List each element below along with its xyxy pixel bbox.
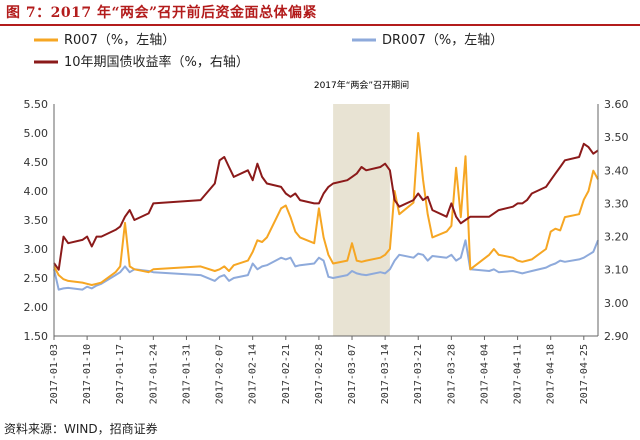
chart: 5.50 5.00 4.50 4.00 3.50 3.00 2.50 2.00 1.50 3.60… (24, 33, 629, 404)
series-line-dr007 (53, 239, 599, 291)
left-tick-label: 1.50 (24, 330, 49, 343)
x-tick-label: 2017-02-14 (248, 344, 259, 404)
figure-title: 图 7：2017 年“两会”召开前后资金面总体偏紧 (6, 5, 318, 21)
left-tick-label: 4.00 (24, 185, 49, 198)
x-tick-label: 2017-02-07 (215, 344, 226, 404)
legend: R007（%，左轴） DR007（%，左轴） 10年期国债收益率（%，右轴） (34, 33, 503, 70)
right-tick-label: 3.00 (604, 297, 629, 310)
highlight-layer (333, 104, 390, 336)
left-tick-label: 3.00 (24, 243, 49, 256)
x-tick-label: 2017-04-11 (513, 344, 524, 404)
lines-layer (53, 132, 599, 291)
x-tick-label: 2017-03-14 (380, 344, 391, 404)
x-tick-label: 2017-01-17 (115, 344, 126, 404)
title-rule (0, 24, 640, 26)
x-tick-label: 2017-02-28 (314, 344, 325, 404)
legend-label-r007: R007（%，左轴） (64, 33, 175, 48)
highlight-band (333, 104, 390, 336)
source-note: 资料来源：WIND，招商证券 (4, 422, 158, 436)
x-tick-label: 2017-01-24 (148, 344, 159, 404)
right-tick-label: 3.40 (604, 164, 629, 177)
axes-layer: 5.50 5.00 4.50 4.00 3.50 3.00 2.50 2.00 1.50 3.60… (24, 98, 629, 404)
right-tick-label: 2.90 (604, 330, 629, 343)
x-tick-label: 2017-01-10 (82, 344, 93, 404)
right-tick-label: 3.30 (604, 197, 629, 210)
x-tick-label: 2017-03-07 (347, 344, 358, 404)
left-tick-label: 4.50 (24, 156, 49, 169)
right-tick-label: 3.20 (604, 231, 629, 244)
x-tick-label: 2017-02-21 (281, 344, 292, 404)
left-tick-label: 3.50 (24, 214, 49, 227)
x-tick-label: 2017-03-21 (413, 344, 424, 404)
x-tick-label: 2017-01-31 (181, 344, 192, 404)
right-tick-label: 3.10 (604, 264, 629, 277)
series-line-r007 (53, 132, 599, 286)
legend-label-dr007: DR007（%，左轴） (382, 33, 503, 48)
right-tick-label: 3.60 (604, 98, 629, 111)
x-tick-label: 2017-03-28 (446, 344, 457, 404)
right-tick-label: 3.50 (604, 131, 629, 144)
x-tick-label: 2017-04-04 (479, 344, 490, 404)
left-tick-label: 2.50 (24, 272, 49, 285)
annotation-text: 2017年“两会”召开期间 (314, 79, 409, 91)
x-tick-label: 2017-04-25 (579, 344, 590, 404)
left-tick-label: 5.00 (24, 127, 49, 140)
x-tick-label: 2017-04-18 (546, 344, 557, 404)
series-line-bond (53, 142, 599, 271)
left-tick-label: 2.00 (24, 301, 49, 314)
left-tick-label: 5.50 (24, 98, 49, 111)
legend-label-bond: 10年期国债收益率（%，右轴） (64, 54, 249, 70)
x-tick-label: 2017-01-03 (49, 344, 60, 404)
